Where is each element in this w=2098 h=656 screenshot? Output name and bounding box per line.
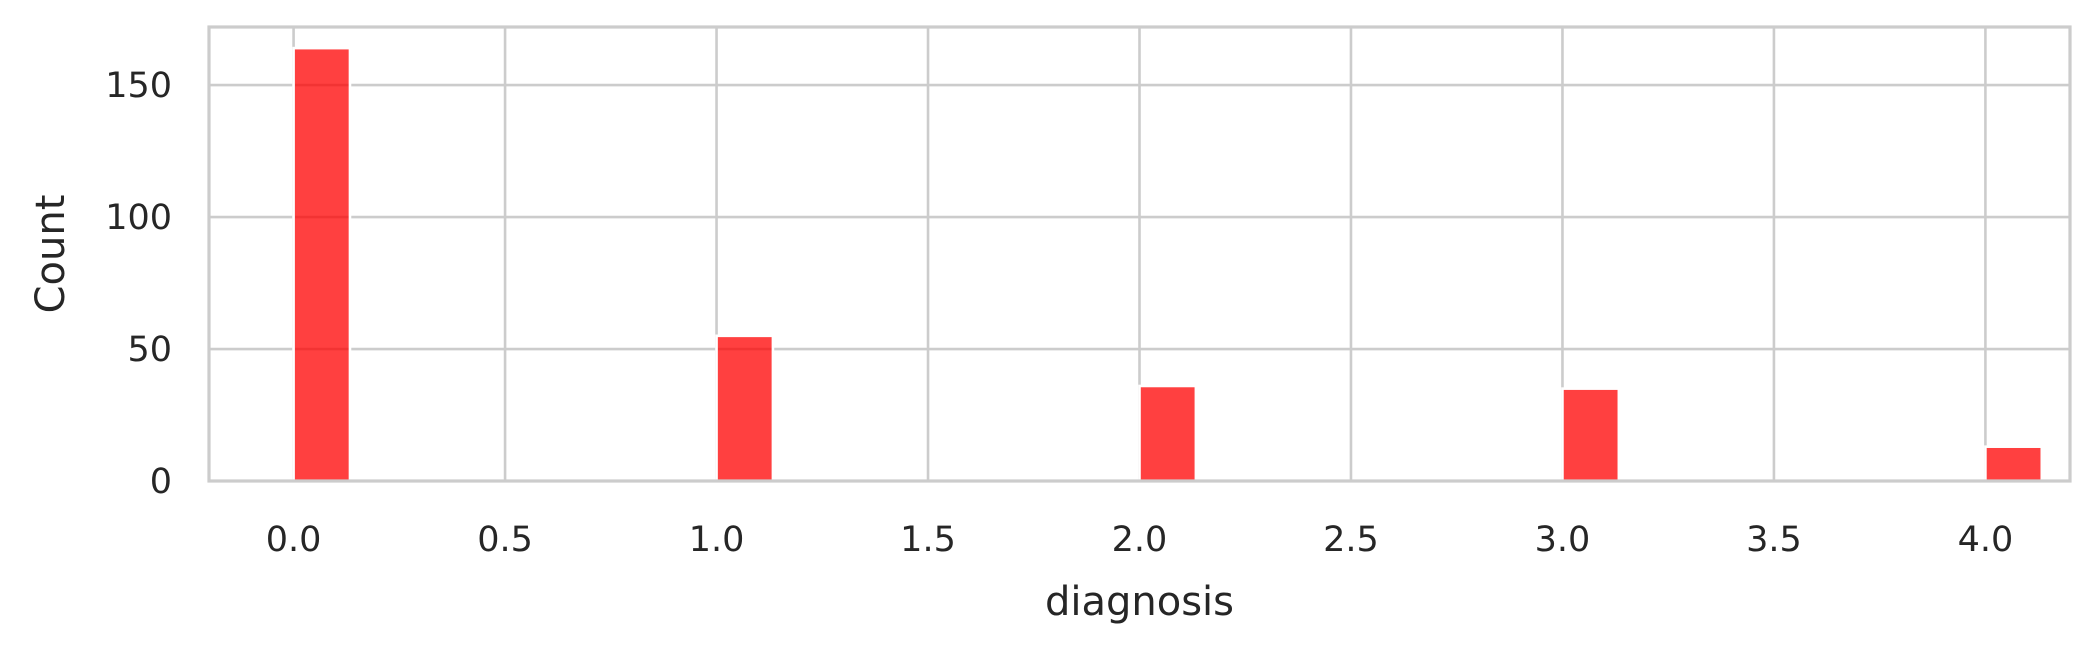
bar-4 xyxy=(1984,445,2044,483)
bar-3 xyxy=(1561,387,1621,483)
x-axis-label: diagnosis xyxy=(1045,579,1234,625)
x-tick-label-0: 0.0 xyxy=(266,520,322,560)
x-tick-label-2: 1.0 xyxy=(689,520,745,560)
bar-1 xyxy=(715,334,775,483)
y-tick-label-1: 50 xyxy=(127,330,172,370)
y-axis-label: Count xyxy=(28,195,74,314)
bar-2 xyxy=(1138,384,1198,483)
x-tick-label-8: 4.0 xyxy=(1958,520,2014,560)
x-tick-label-1: 0.5 xyxy=(477,520,533,560)
y-tick-label-0: 0 xyxy=(150,462,172,502)
y-tick-label-2: 100 xyxy=(105,198,172,238)
x-tick-label-4: 2.0 xyxy=(1112,520,1168,560)
x-tick-label-7: 3.5 xyxy=(1746,520,1802,560)
x-tick-label-6: 3.0 xyxy=(1535,520,1591,560)
y-tick-labels: 0 50 100 150 xyxy=(105,66,172,502)
x-tick-labels: 0.0 0.5 1.0 1.5 2.0 2.5 3.0 3.5 4.0 xyxy=(266,520,2013,560)
x-tick-label-3: 1.5 xyxy=(900,520,956,560)
x-tick-label-5: 2.5 xyxy=(1323,520,1379,560)
bars-group xyxy=(292,46,2044,483)
plot-frame xyxy=(207,25,2072,483)
bar-0 xyxy=(292,46,352,483)
y-tick-label-3: 150 xyxy=(105,66,172,106)
